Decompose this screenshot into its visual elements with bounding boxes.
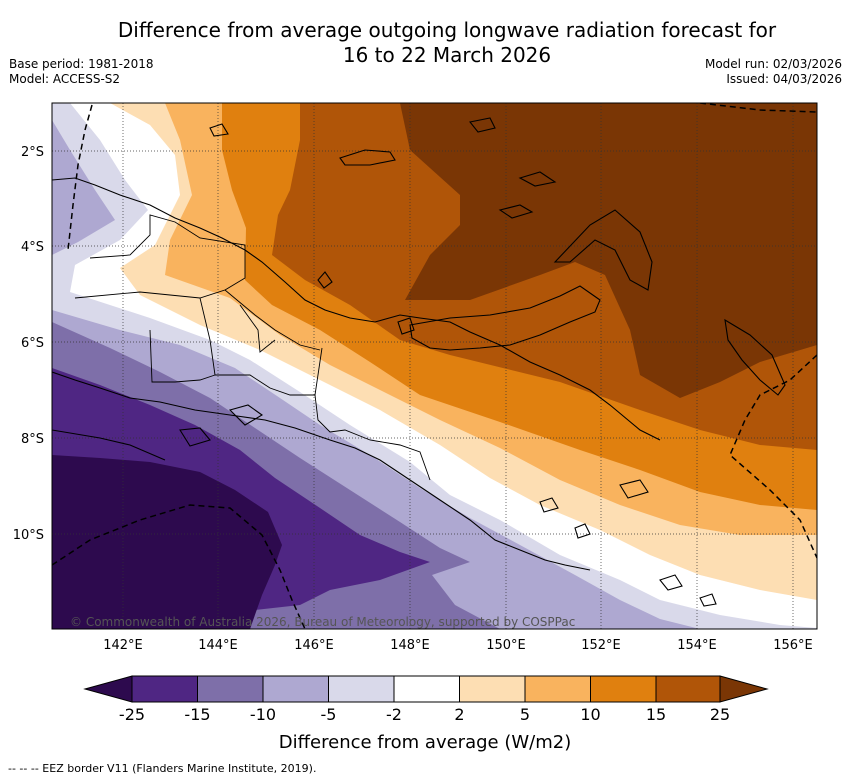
model-name: Model: ACCESS-S2 [9, 72, 121, 86]
colorbar-tick: -2 [386, 705, 402, 724]
lat-label: 4°S [21, 240, 44, 255]
lat-label: 10°S [13, 528, 44, 543]
meta-left: Base period: 1981-2018 Model: ACCESS-S2 [9, 57, 154, 87]
lon-labels: 142°E 144°E 146°E 148°E 150°E 152°E 154°… [103, 638, 813, 653]
eez-borders [52, 103, 817, 629]
base-period: Base period: 1981-2018 [9, 57, 154, 71]
colorbar-bin [393, 675, 460, 703]
map-copyright: © Commonwealth of Australia 2026, Bureau… [70, 615, 575, 629]
lon-label: 142°E [103, 638, 143, 653]
lat-label: 8°S [21, 432, 44, 447]
colorbar-label: Difference from average (W/m2) [279, 732, 571, 753]
coastlines [52, 117, 786, 607]
colorbar [83, 675, 769, 703]
anomaly-band-minus-25 [52, 455, 282, 629]
eez-footnote: -- -- -- EEZ border V11 (Flanders Marine… [8, 762, 317, 775]
lon-label: 148°E [390, 638, 430, 653]
colorbar-bin [262, 675, 329, 703]
colorbar-tick: 15 [646, 705, 666, 724]
colorbar-tick: -25 [119, 705, 145, 724]
colorbar-bin [655, 675, 721, 703]
colorbar-bin [328, 675, 395, 703]
colorbar-tick: 5 [520, 705, 530, 724]
colorbar-tick: 25 [710, 705, 730, 724]
title-line-2: 16 to 22 March 2026 [342, 43, 552, 67]
lat-label: 2°S [21, 145, 44, 160]
map-panel: © Commonwealth of Australia 2026, Bureau… [52, 103, 817, 629]
lon-label: 152°E [581, 638, 621, 653]
lon-label: 154°E [677, 638, 717, 653]
colorbar-bin [590, 675, 657, 703]
colorbar-bin [131, 675, 198, 703]
colorbar-bin [524, 675, 591, 703]
province-borders [74, 214, 431, 481]
chart-title: Difference from average outgoing longwav… [0, 18, 850, 68]
colorbar-tick: -5 [321, 705, 337, 724]
colorbar-bin [197, 675, 264, 703]
colorbar-ticks: -25 -15 -10 -5 -2 2 5 10 15 25 [119, 705, 730, 724]
meta-right: Model run: 02/03/2026 Issued: 04/03/2026 [705, 57, 842, 87]
colorbar-bin [459, 675, 526, 703]
map-frame [51, 102, 818, 630]
lon-label: 156°E [773, 638, 813, 653]
lat-labels: 2°S 4°S 6°S 8°S 10°S [13, 145, 44, 543]
colorbar-tick: -15 [184, 705, 210, 724]
colorbar-tick: 2 [454, 705, 464, 724]
lon-label: 150°E [486, 638, 526, 653]
lon-label: 146°E [294, 638, 334, 653]
model-run: Model run: 02/03/2026 [704, 57, 842, 71]
issued-date: Issued: 04/03/2026 [726, 72, 842, 86]
lat-label: 6°S [21, 336, 44, 351]
colorbar-extend-high [719, 675, 769, 703]
colorbar-tick: -10 [250, 705, 276, 724]
title-line-1: Difference from average outgoing longwav… [117, 18, 777, 42]
colorbar-extend-low [83, 675, 133, 703]
lon-label: 144°E [198, 638, 238, 653]
colorbar-tick: 10 [580, 705, 600, 724]
graticule [52, 103, 817, 629]
